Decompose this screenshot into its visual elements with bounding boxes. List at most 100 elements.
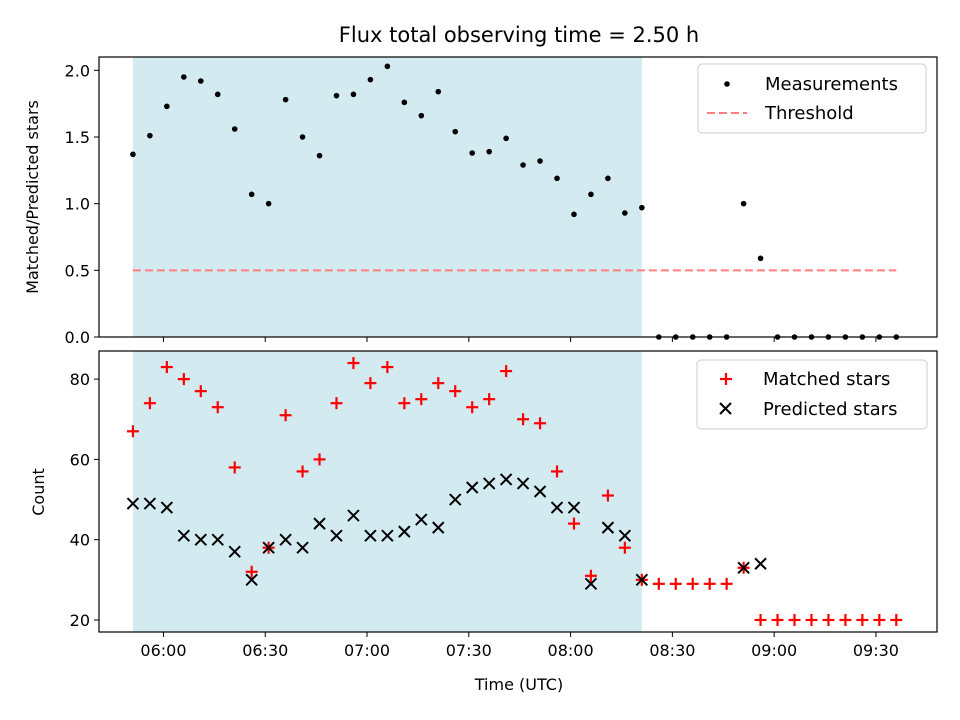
matched-star-point <box>703 577 716 590</box>
bottom-shaded-region <box>132 351 642 632</box>
predicted-star-point <box>567 501 581 514</box>
measurement-point <box>554 175 560 182</box>
measurement-point <box>299 134 306 140</box>
matched-star-point <box>364 377 377 390</box>
matched-star-point <box>567 517 580 530</box>
x-tick-label: 09:30 <box>853 641 899 660</box>
predicted-star-point <box>313 517 326 530</box>
matched-star-point <box>669 577 682 590</box>
matched-star-point <box>517 413 530 426</box>
matched-star-point <box>754 613 767 626</box>
predicted-star-point <box>432 521 445 534</box>
predicted-star-point <box>228 545 241 558</box>
predicted-star-point <box>449 493 462 506</box>
matched-star-point <box>483 393 496 406</box>
measurement-point <box>588 191 594 198</box>
matched-star-point <box>432 377 445 390</box>
predicted-star-point <box>381 529 394 542</box>
matched-star-point <box>160 361 173 374</box>
measurement-point <box>130 151 136 158</box>
predicted-star-point <box>245 573 258 587</box>
matched-star-point <box>618 541 631 554</box>
bottom-legend-box <box>696 359 928 430</box>
matched-star-point <box>805 613 818 626</box>
predicted-star-point <box>160 501 174 514</box>
top-marks <box>130 63 900 340</box>
predicted-star-point <box>550 501 564 514</box>
measurement-point <box>537 158 543 164</box>
predicted-star-point <box>516 477 530 490</box>
measurement-point <box>316 152 323 159</box>
measurement-point <box>418 112 425 119</box>
matched-star-point <box>839 613 852 626</box>
bottom-marks <box>126 357 903 626</box>
predicted-star-point <box>737 561 750 574</box>
matched-star-point <box>601 489 614 502</box>
predicted-star-point <box>279 533 292 546</box>
measurement-point <box>452 128 459 135</box>
measurement-point <box>214 91 221 98</box>
measurement-point <box>384 63 391 70</box>
predicted-star-point <box>533 485 547 498</box>
measurement-point <box>605 175 611 182</box>
predicted-star-point <box>143 497 157 510</box>
measurement-point <box>282 96 289 103</box>
measurement-point <box>639 204 645 211</box>
predicted-star-point <box>126 497 140 510</box>
measurement-point <box>435 88 442 95</box>
bottom-ticks: 06:00 06:30 07:00 07:30 08:00 08:30 09:00 09:30… <box>70 370 899 660</box>
predicted-star-point <box>618 529 632 542</box>
measurement-point <box>181 74 187 80</box>
legend-predicted-marker <box>719 402 732 415</box>
matched-star-point <box>822 613 835 626</box>
top-legend-box <box>697 63 927 134</box>
measurement-point <box>469 150 475 156</box>
x-tick-label: 06:00 <box>140 641 186 660</box>
matched-star-point <box>245 565 258 578</box>
legend-measurements-label: Measurements <box>765 74 898 95</box>
matched-star-point <box>415 393 428 406</box>
matched-star-point <box>211 401 224 414</box>
x-tick-label: 06:30 <box>242 641 288 660</box>
matched-star-point <box>466 401 479 414</box>
matched-star-point <box>788 613 801 626</box>
measurement-point <box>520 162 526 168</box>
y-tick-label: 20 <box>70 611 90 630</box>
y-tick-label: 1.0 <box>65 195 90 214</box>
measurement-point <box>486 148 492 155</box>
y-tick-label: 0.0 <box>65 328 90 347</box>
x-tick-label: 07:00 <box>344 641 390 660</box>
matched-star-point <box>584 569 597 582</box>
x-tick-label: 09:00 <box>751 641 797 660</box>
measurement-point <box>164 103 170 110</box>
measurement-point <box>333 92 340 99</box>
matched-star-point <box>194 385 207 398</box>
y-tick-label: 60 <box>70 450 90 469</box>
measurement-point <box>757 255 764 262</box>
measurement-point <box>622 210 628 216</box>
predicted-star-point <box>754 557 767 570</box>
measurement-point <box>231 126 238 132</box>
matched-star-point <box>890 613 903 626</box>
y-tick-label: 80 <box>70 370 90 389</box>
matched-star-point <box>279 409 292 422</box>
matched-star-point <box>126 425 139 438</box>
matched-star-point <box>347 357 360 370</box>
y-tick-label: 1.5 <box>65 128 90 147</box>
bottom-y-axis-label: Count <box>29 468 48 516</box>
measurement-point <box>503 135 509 142</box>
x-tick-label: 08:00 <box>548 641 594 660</box>
matched-star-point <box>330 397 343 410</box>
matched-star-point <box>228 461 241 474</box>
predicted-star-point <box>584 577 598 591</box>
predicted-star-point <box>398 525 411 538</box>
measurement-point <box>367 76 374 83</box>
matched-star-point <box>720 577 733 590</box>
predicted-star-point <box>177 529 191 542</box>
matched-star-point <box>652 577 665 590</box>
predicted-star-point <box>601 521 615 534</box>
measurement-point <box>350 91 357 98</box>
measurement-point <box>740 200 747 207</box>
y-tick-label: 2.0 <box>65 61 90 80</box>
